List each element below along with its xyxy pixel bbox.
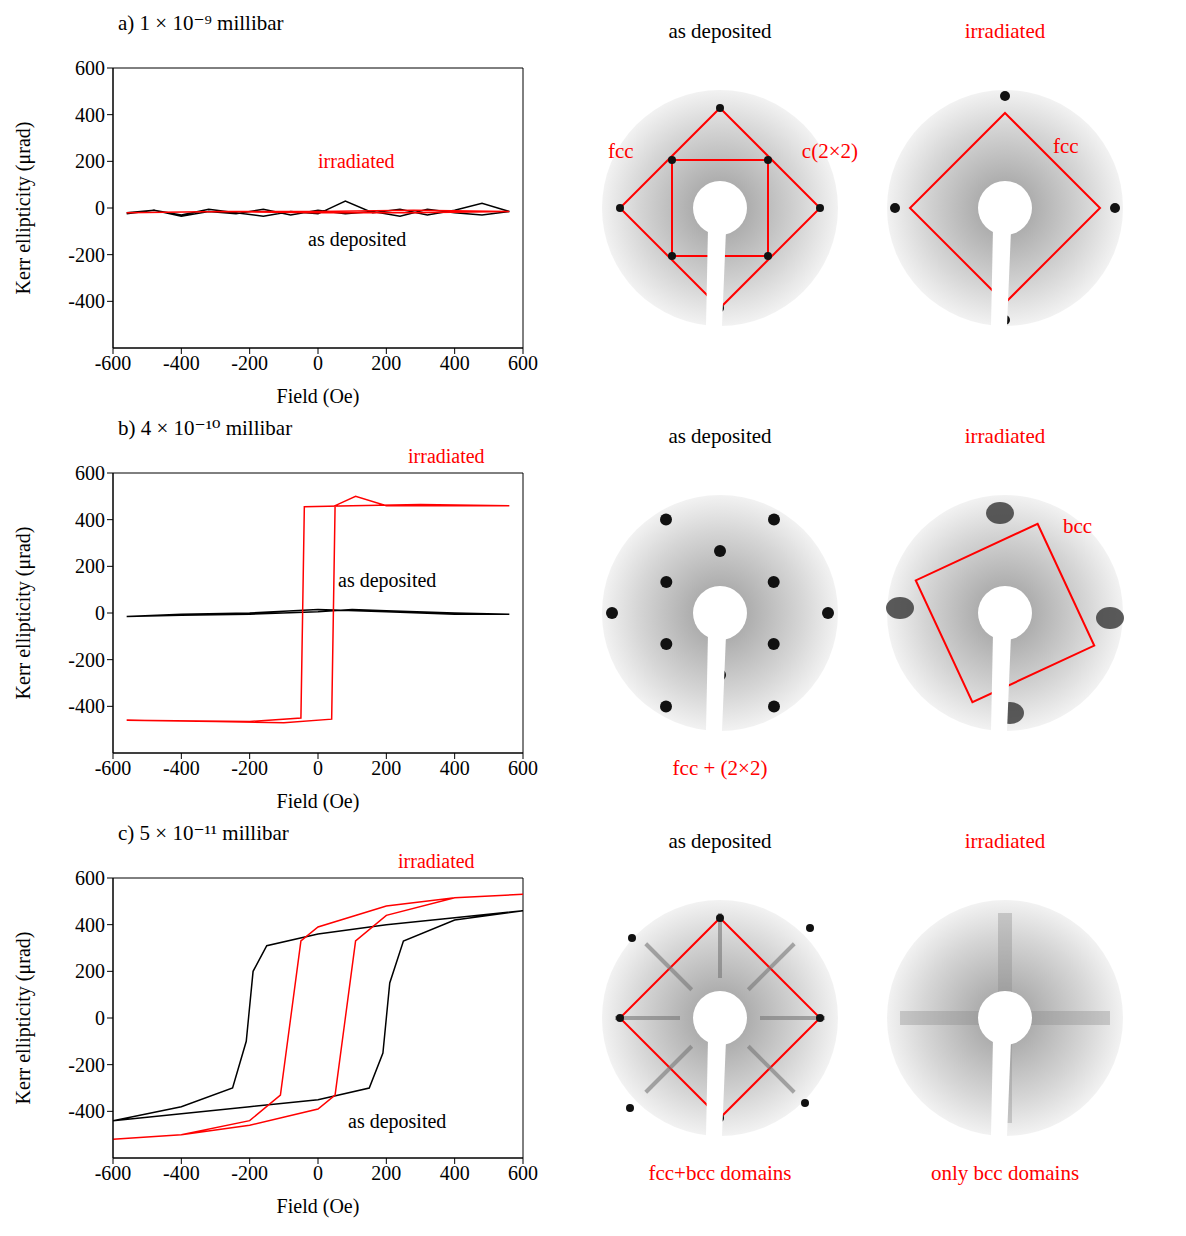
svg-text:200: 200 — [75, 960, 105, 982]
svg-text:-600: -600 — [95, 352, 132, 374]
svg-text:0: 0 — [95, 602, 105, 624]
svg-text:600: 600 — [508, 352, 538, 374]
svg-text:400: 400 — [440, 757, 470, 779]
svg-text:200: 200 — [371, 757, 401, 779]
html-text:irradiated: irradiated — [408, 445, 485, 467]
svg-text:fcc: fcc — [1053, 134, 1079, 158]
svg-text:0: 0 — [95, 1007, 105, 1029]
svg-text:-400: -400 — [68, 290, 105, 312]
svg-text:-400: -400 — [163, 1162, 200, 1184]
svg-text:as deposited: as deposited — [668, 19, 772, 43]
svg-text:400: 400 — [440, 352, 470, 374]
svg-text:Field (Oe): Field (Oe) — [277, 385, 360, 408]
html-text:c) 5 × 10⁻¹¹ millibar: c) 5 × 10⁻¹¹ millibar — [118, 821, 289, 845]
svg-text:irradiated: irradiated — [965, 424, 1046, 448]
svg-text:irradiated: irradiated — [965, 829, 1046, 853]
svg-text:-200: -200 — [68, 649, 105, 671]
svg-text:400: 400 — [75, 509, 105, 531]
svg-text:-400: -400 — [68, 1100, 105, 1122]
svg-text:fcc + (2×2): fcc + (2×2) — [673, 756, 768, 780]
html-text:irradiated: irradiated — [318, 150, 395, 172]
html-text:as deposited: as deposited — [348, 1110, 447, 1132]
svg-text:400: 400 — [75, 914, 105, 936]
svg-text:Kerr ellipticity (μrad): Kerr ellipticity (μrad) — [12, 527, 35, 700]
svg-text:-200: -200 — [231, 352, 268, 374]
svg-text:-600: -600 — [95, 1162, 132, 1184]
svg-text:-400: -400 — [163, 352, 200, 374]
svg-text:-400: -400 — [163, 757, 200, 779]
svg-text:Kerr ellipticity (μrad): Kerr ellipticity (μrad) — [12, 932, 35, 1105]
svg-text:c(2×2): c(2×2) — [802, 139, 858, 163]
svg-text:fcc: fcc — [608, 139, 634, 163]
html-text:as deposited: as deposited — [338, 569, 437, 591]
svg-text:0: 0 — [313, 1162, 323, 1184]
svg-text:as deposited: as deposited — [668, 424, 772, 448]
svg-text:only bcc domains: only bcc domains — [931, 1161, 1079, 1185]
svg-text:0: 0 — [313, 757, 323, 779]
svg-text:Field (Oe): Field (Oe) — [277, 1195, 360, 1218]
svg-text:-200: -200 — [68, 244, 105, 266]
svg-text:600: 600 — [75, 867, 105, 889]
svg-text:600: 600 — [508, 1162, 538, 1184]
svg-text:200: 200 — [75, 150, 105, 172]
svg-text:irradiated: irradiated — [965, 19, 1046, 43]
svg-text:bcc: bcc — [1063, 514, 1092, 538]
html-text:b) 4 × 10⁻¹⁰ millibar: b) 4 × 10⁻¹⁰ millibar — [118, 416, 293, 440]
svg-text:600: 600 — [75, 57, 105, 79]
svg-text:as deposited: as deposited — [668, 829, 772, 853]
svg-text:Field (Oe): Field (Oe) — [277, 790, 360, 813]
svg-text:-200: -200 — [231, 757, 268, 779]
svg-text:400: 400 — [75, 104, 105, 126]
svg-text:-600: -600 — [95, 757, 132, 779]
svg-text:600: 600 — [75, 462, 105, 484]
html-text:irradiated: irradiated — [398, 850, 475, 872]
svg-text:Kerr ellipticity (μrad): Kerr ellipticity (μrad) — [12, 122, 35, 295]
svg-text:-200: -200 — [231, 1162, 268, 1184]
html-text:a) 1 × 10⁻⁹ millibar: a) 1 × 10⁻⁹ millibar — [118, 11, 284, 35]
svg-text:200: 200 — [75, 555, 105, 577]
svg-text:600: 600 — [508, 757, 538, 779]
svg-text:0: 0 — [95, 197, 105, 219]
svg-text:200: 200 — [371, 1162, 401, 1184]
svg-text:-400: -400 — [68, 695, 105, 717]
svg-text:200: 200 — [371, 352, 401, 374]
svg-text:0: 0 — [313, 352, 323, 374]
svg-text:-200: -200 — [68, 1054, 105, 1076]
svg-text:400: 400 — [440, 1162, 470, 1184]
svg-text:fcc+bcc domains: fcc+bcc domains — [648, 1161, 791, 1185]
html-text:as deposited: as deposited — [308, 228, 407, 250]
